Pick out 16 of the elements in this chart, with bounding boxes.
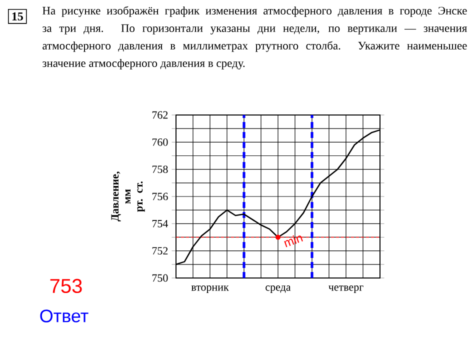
y-tick-label: 756	[152, 192, 168, 200]
annotation: min	[284, 235, 303, 248]
y-tick-label: 750	[152, 274, 168, 282]
y-tick-label: 758	[152, 166, 168, 174]
y-tick-label: 760	[152, 138, 168, 146]
y-tick-label: 762	[152, 111, 168, 119]
x-tick-label: вторник	[191, 286, 229, 294]
y-tick-label: 752	[152, 247, 168, 255]
text: 753	[50, 278, 82, 294]
y-tick-label: 754	[152, 220, 168, 228]
text: Ответ	[40, 310, 88, 322]
y-axis-title: Давление, мм рт. ст.	[111, 172, 145, 222]
x-tick-label: среда	[266, 286, 291, 294]
text: 15	[12, 12, 23, 20]
chart-title: На рисунке изображён график изменения атмосферного давления в городе Энске за три дня. По горизонтали указаны дни недели, по вертикали — значения атмосферного давления в миллиметрах ртутного столба. Укажите наименьшее значение атмосферного давления в среду.	[42, 6, 467, 70]
x-tick-label: четверг	[328, 286, 364, 294]
